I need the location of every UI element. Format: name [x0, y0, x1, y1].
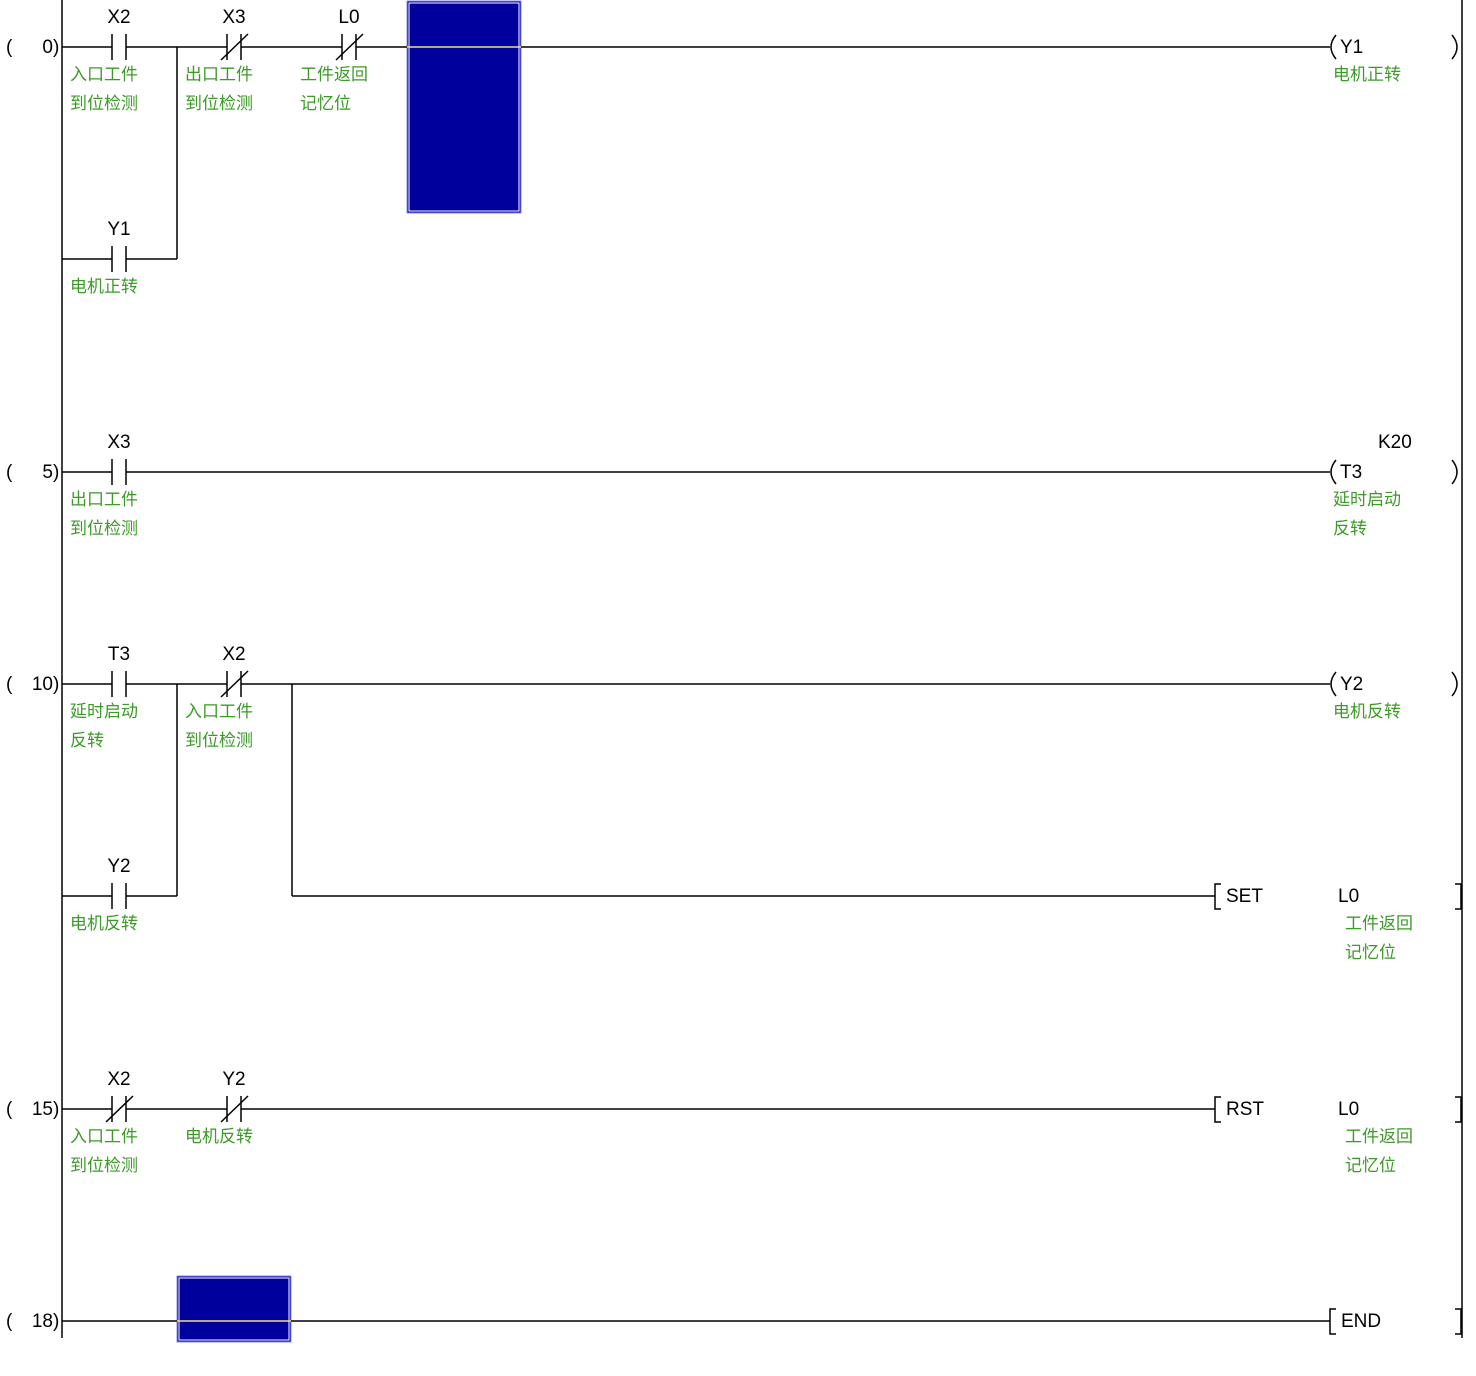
contact-label: T3 [108, 644, 130, 665]
contact-comment: 反转 [70, 731, 104, 751]
contact-x2[interactable] [107, 33, 131, 61]
contact-l0[interactable] [337, 33, 361, 61]
instruction-comment: 工件返回 [1345, 914, 1413, 934]
instruction-operand: L0 [1338, 1099, 1359, 1120]
step-close-paren: ) [53, 1099, 59, 1120]
instruction-left-bracket [1214, 1096, 1221, 1123]
contact-comment: 入口工件 [185, 702, 253, 722]
contact-x3[interactable] [107, 458, 131, 486]
step-number: 5 [42, 462, 53, 483]
contact-comment: 电机反转 [185, 1127, 253, 1147]
contact-nc-slash [335, 33, 364, 61]
coil-right-paren [1451, 459, 1458, 485]
cell-cursor[interactable] [406, 0, 522, 214]
contact-comment: 入口工件 [70, 1127, 138, 1147]
contact-label: Y1 [107, 219, 130, 240]
coil-left-paren [1330, 34, 1337, 60]
contact-comment: 延时启动 [70, 702, 138, 722]
contact-y1[interactable] [107, 245, 131, 273]
step-open-paren: ( [6, 37, 13, 58]
contact-y2[interactable] [222, 1095, 246, 1123]
step-close-paren: ) [53, 37, 59, 58]
instruction-right-bracket [1455, 883, 1462, 910]
contact-gap [112, 33, 126, 61]
coil-left-paren [1330, 459, 1337, 485]
step-close-paren: ) [53, 674, 59, 695]
contact-nc-slash [220, 1095, 249, 1123]
instruction-name: SET [1226, 886, 1263, 907]
contact-comment: 到位检测 [70, 519, 138, 539]
step-close-paren: ) [53, 1311, 59, 1332]
coil-label: Y2 [1340, 674, 1363, 695]
cell-cursor-border [178, 1277, 290, 1341]
coil-label: Y1 [1340, 37, 1363, 58]
contact-label: X3 [107, 432, 130, 453]
contact-y2[interactable] [107, 882, 131, 910]
coil-comment: 反转 [1333, 519, 1367, 539]
contact-label: X2 [107, 1069, 130, 1090]
contact-gap [112, 245, 126, 273]
coil-label: T3 [1340, 462, 1362, 483]
instruction-right-bracket [1455, 1308, 1462, 1335]
instruction-right-bracket [1455, 1096, 1462, 1123]
cell-cursor[interactable] [176, 1275, 292, 1343]
instruction-comment: 记忆位 [1345, 943, 1396, 963]
coil-comment: 电机正转 [1333, 65, 1401, 85]
instruction-operand: L0 [1338, 886, 1359, 907]
contact-gap [112, 882, 126, 910]
contact-nc-slash [220, 33, 249, 61]
contact-comment: 到位检测 [70, 94, 138, 114]
timer-constant: K20 [1378, 432, 1412, 453]
contact-comment: 入口工件 [70, 65, 138, 85]
contact-x2[interactable] [222, 670, 246, 698]
contact-nc-slash [220, 670, 249, 698]
contact-x3[interactable] [222, 33, 246, 61]
coil-right-paren [1451, 671, 1458, 697]
contact-comment: 电机反转 [70, 914, 138, 934]
contact-comment: 记忆位 [300, 94, 351, 114]
coil-comment: 延时启动 [1333, 490, 1401, 510]
contact-label: X2 [222, 644, 245, 665]
step-number: 18 [32, 1311, 53, 1332]
contact-comment: 出口工件 [185, 65, 253, 85]
contact-comment: 出口工件 [70, 490, 138, 510]
step-open-paren: ( [6, 462, 13, 483]
step-open-paren: ( [6, 1099, 13, 1120]
instruction-name: RST [1226, 1099, 1264, 1120]
contact-t3[interactable] [107, 670, 131, 698]
coil-right-paren [1451, 34, 1458, 60]
coil-left-paren [1330, 671, 1337, 697]
contact-x2[interactable] [107, 1095, 131, 1123]
cell-cursor-border [408, 2, 520, 212]
contact-label: Y2 [222, 1069, 245, 1090]
contact-label: X2 [107, 7, 130, 28]
contact-label: Y2 [107, 856, 130, 877]
instruction-comment: 记忆位 [1345, 1156, 1396, 1176]
instruction-comment: 工件返回 [1345, 1127, 1413, 1147]
step-number: 0 [42, 37, 53, 58]
contact-comment: 到位检测 [185, 94, 253, 114]
step-number: 15 [32, 1099, 53, 1120]
contact-gap [112, 458, 126, 486]
instruction-left-bracket [1329, 1308, 1336, 1335]
step-close-paren: ) [53, 462, 59, 483]
contact-comment: 工件返回 [300, 65, 368, 85]
step-open-paren: ( [6, 674, 13, 695]
instruction-name: END [1341, 1311, 1381, 1332]
contact-label: X3 [222, 7, 245, 28]
contact-nc-slash [105, 1095, 134, 1123]
step-number: 10 [32, 674, 53, 695]
contact-gap [112, 670, 126, 698]
contact-comment: 到位检测 [185, 731, 253, 751]
contact-label: L0 [338, 7, 359, 28]
step-open-paren: ( [6, 1311, 13, 1332]
coil-comment: 电机反转 [1333, 702, 1401, 722]
instruction-left-bracket [1214, 883, 1221, 910]
contact-comment: 到位检测 [70, 1156, 138, 1176]
contact-comment: 电机正转 [70, 277, 138, 297]
